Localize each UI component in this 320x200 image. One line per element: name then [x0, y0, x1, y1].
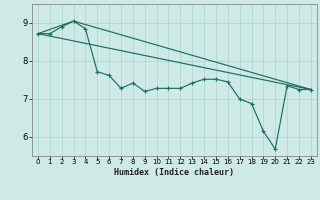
X-axis label: Humidex (Indice chaleur): Humidex (Indice chaleur): [115, 168, 234, 177]
